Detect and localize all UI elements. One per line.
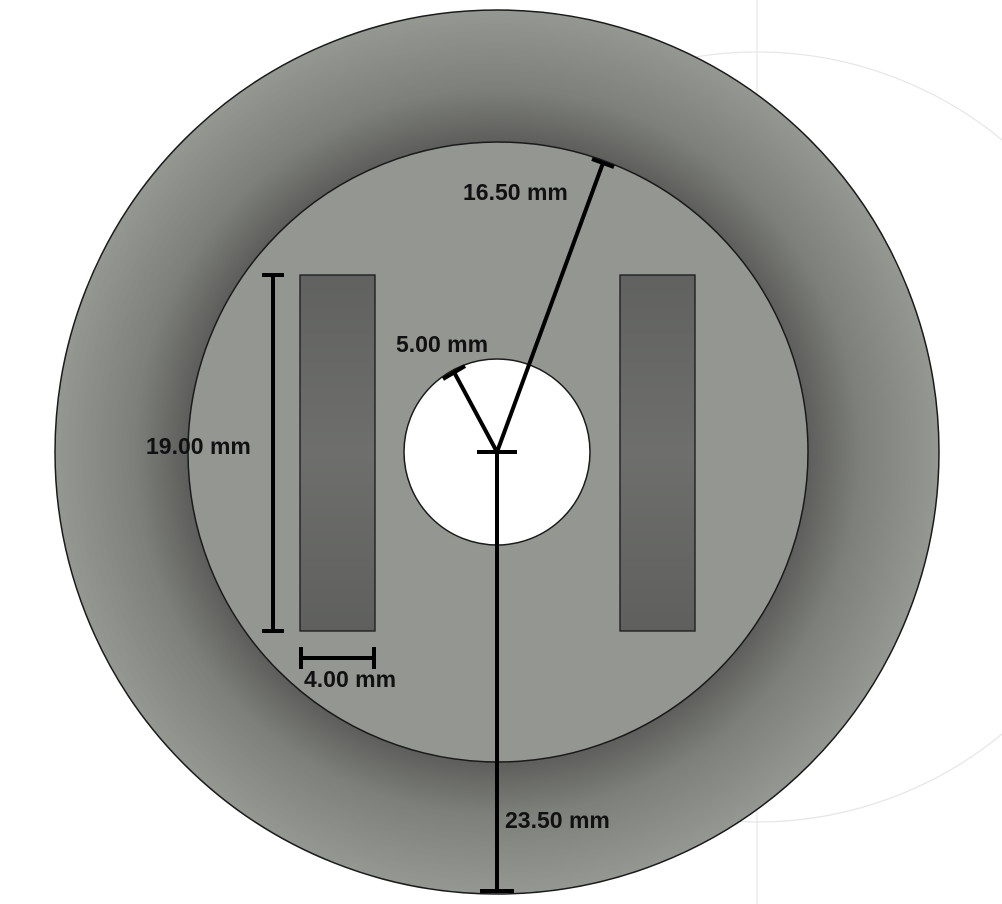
dimension-hole-radius [441,364,499,453]
dimension-slot-length [262,273,284,633]
dimension-inner-radius [495,157,615,453]
right-slot [619,274,696,632]
dimension-slot-width [299,647,376,669]
label-outer-radius: 23.50 mm [505,807,610,833]
label-slot-width: 4.00 mm [304,666,396,692]
left-slot [299,274,376,632]
label-slot-length: 19.00 mm [146,433,251,459]
label-inner-radius: 16.50 mm [463,179,568,205]
dimension-outer-radius [480,452,514,893]
label-hole-radius: 5.00 mm [396,331,488,357]
